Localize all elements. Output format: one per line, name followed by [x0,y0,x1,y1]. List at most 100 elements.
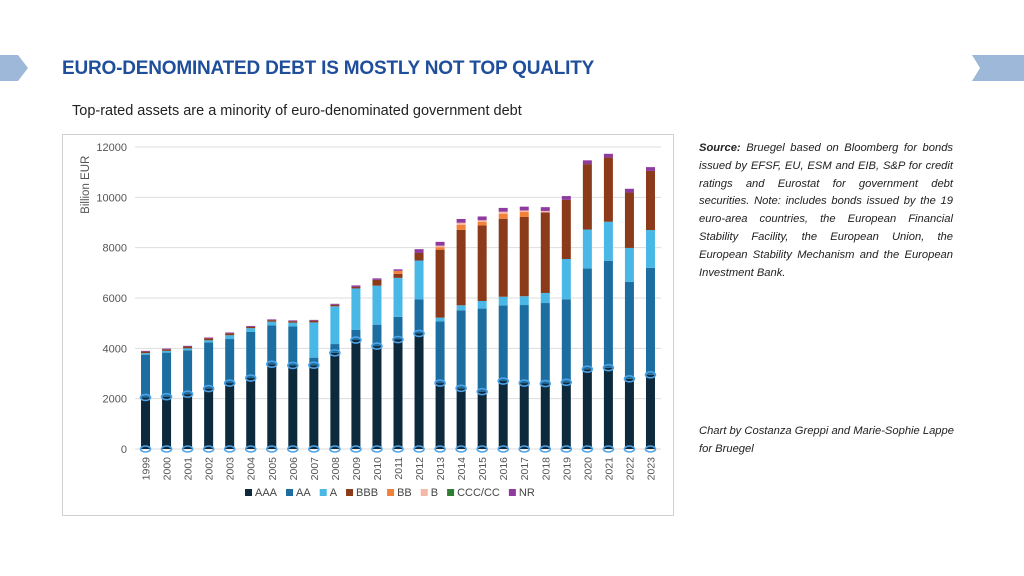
aaa-marker-2019 [560,378,573,387]
bar-bbb-2003 [225,333,235,336]
bar-aa-2011 [393,316,403,340]
bar-bbb-2010 [372,279,382,286]
y-tick-label: 0 [121,444,127,456]
bar-aa-2014 [456,310,466,389]
bar-nr-2015 [477,216,487,221]
bar-aaa-2000 [162,396,172,449]
legend-swatch-bbb [346,489,354,496]
aaa-marker-2006 [287,361,299,370]
x-tick-label: 2000 [162,457,174,481]
bar-aaa-2002 [204,388,214,449]
bar-aa-2022 [624,281,634,379]
bar-nr-2013 [435,241,445,246]
page-title: EURO-DENOMINATED DEBT IS MOSTLY NOT TOP … [62,58,595,79]
bar-aa-2003 [225,339,235,384]
base-marker-2019 [560,445,573,453]
bar-a-2020 [582,229,592,269]
x-tick-label: 2021 [603,457,615,481]
bar-a-2017 [519,296,529,306]
base-marker-2011 [392,445,404,453]
bar-aa-2021 [603,260,613,368]
bar-aa-2008 [330,344,340,353]
base-marker-2009 [350,445,362,453]
bar-aaa-2022 [624,378,634,449]
bar-nr-2010 [372,278,382,280]
base-marker-2016 [497,445,510,453]
bar-aa-2017 [519,305,529,384]
x-tick-label: 2015 [477,457,489,481]
legend-label-nr: NR [519,487,535,499]
bar-bbb-2021 [603,157,613,222]
y-tick-label: 6000 [103,293,127,305]
legend-label-a: A [330,487,338,499]
base-marker-2004 [244,445,257,453]
base-marker-2001 [181,445,194,453]
bar-aa-2013 [435,321,445,384]
legend-swatch-nr [508,489,516,496]
x-tick-label: 2002 [204,457,216,481]
base-marker-2018 [539,445,552,453]
bar-bbb-2018 [540,212,550,293]
bar-aaa-2012 [414,333,424,449]
x-tick-label: 2018 [540,457,552,481]
aaa-marker-2020 [581,365,594,374]
bar-a-2001 [183,348,193,351]
bar-aa-2010 [372,324,382,347]
bar-a-2021 [603,221,613,261]
aaa-marker-2009 [350,336,362,344]
source-label: Source: [699,142,741,154]
bar-a-2016 [498,296,508,306]
base-marker-2003 [223,445,236,453]
aaa-marker-2001 [181,390,194,398]
bar-a-2007 [309,322,319,358]
x-tick-label: 2005 [267,457,279,481]
bar-aa-2006 [288,326,298,366]
x-tick-label: 2013 [435,457,447,481]
x-tick-label: 2008 [330,457,342,481]
x-tick-label: 1999 [141,457,153,481]
bar-aa-2023 [645,267,655,375]
bar-a-2011 [393,277,403,317]
aaa-marker-2008 [329,349,341,357]
legend-label-aaa: AAA [255,487,278,499]
x-tick-label: 2004 [246,457,258,481]
legend-label-ccc-cc: CCC/CC [457,487,500,499]
bar-bbb-2006 [288,321,298,323]
legend-swatch-ccc-cc [447,489,455,496]
legend-swatch-a [319,489,327,496]
bar-a-2015 [477,301,487,309]
aaa-marker-2015 [476,387,488,396]
bar-a-2014 [456,305,466,311]
bar-aaa-2001 [183,394,193,449]
left-decorative-tab [0,55,28,81]
bar-a-2022 [624,247,634,282]
base-marker-2014 [455,445,467,453]
x-tick-label: 2020 [582,457,594,481]
base-marker-2010 [371,445,383,453]
bar-nr-2021 [603,153,613,158]
x-tick-label: 2016 [498,457,510,481]
bar-bbb-2007 [309,320,319,323]
legend-swatch-b [420,489,428,496]
bar-a-2023 [645,230,655,268]
bar-nr-2012 [414,249,424,253]
bar-bbb-2001 [183,346,193,349]
aaa-marker-2012 [413,329,425,338]
bar-a-2010 [372,285,382,325]
base-marker-2021 [602,445,615,453]
bar-bbb-2009 [351,286,361,289]
bar-a-2012 [414,260,424,300]
base-marker-2022 [623,445,636,453]
bar-nr-2022 [624,188,634,193]
aaa-marker-2004 [244,374,257,382]
bar-a-2019 [561,258,571,300]
aaa-marker-2003 [223,379,236,387]
bar-aaa-2008 [330,352,340,449]
bar-aaa-2020 [582,369,592,449]
bar-aa-2004 [246,331,256,379]
bar-aa-1999 [141,354,151,398]
base-marker-2007 [308,445,320,453]
bar-a-1999 [141,353,151,355]
base-marker-2020 [581,445,594,453]
aaa-marker-2010 [371,342,383,350]
